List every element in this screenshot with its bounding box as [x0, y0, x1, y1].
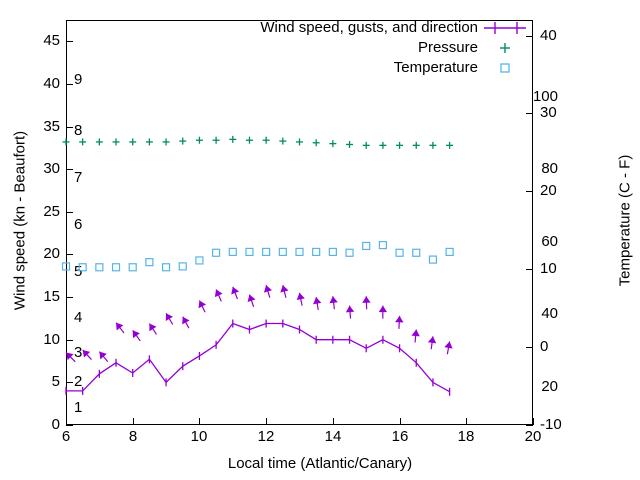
beaufort-label: 7 — [74, 169, 83, 186]
y-tick-label-right: 30 — [540, 104, 557, 121]
x-tick — [333, 418, 334, 425]
y-axis-title-right: Temperature (C - F) — [616, 154, 634, 287]
x-tick-label: 6 — [61, 428, 71, 445]
legend-label-pressure: Pressure — [417, 39, 478, 56]
x-tick-label: 14 — [324, 428, 342, 445]
y-tick-right — [526, 347, 533, 348]
y-tick-label-left: 25 — [43, 203, 60, 220]
y-tick-right — [526, 191, 533, 192]
y-tick-left — [66, 212, 73, 213]
y-tick-label-left: 20 — [43, 245, 60, 262]
beaufort-label: 9 — [74, 71, 83, 88]
x-tick-label: 20 — [524, 428, 542, 445]
y-tick-left — [66, 297, 73, 298]
y-tick-label-left: 10 — [43, 331, 60, 348]
legend-item-temperature: Temperature — [230, 58, 530, 78]
y-tick-label-left: 5 — [51, 373, 60, 390]
plot-area — [66, 20, 533, 425]
x-tick — [66, 418, 67, 425]
y-tick-label-left: 45 — [43, 32, 60, 49]
x-tick-label: 8 — [128, 428, 138, 445]
y-tick-left — [66, 340, 73, 341]
beaufort-label: 5 — [74, 263, 83, 280]
y-tick-left — [66, 254, 73, 255]
legend-item-wind: Wind speed, gusts, and direction — [230, 18, 530, 38]
y-tick-label-left: 40 — [43, 75, 60, 92]
y-tick-label-left: 0 — [51, 416, 60, 433]
y-tick-left — [66, 425, 73, 426]
y-tick-right — [526, 425, 533, 426]
legend-label-wind: Wind speed, gusts, and direction — [260, 19, 478, 36]
pressure-scale-label: 60 — [541, 233, 558, 250]
legend-marker-temperature-icon — [482, 58, 528, 78]
y-tick-right — [526, 113, 533, 114]
x-tick — [133, 418, 134, 425]
y-tick-label-left: 15 — [43, 288, 60, 305]
y-tick-label-right: 20 — [540, 182, 557, 199]
beaufort-label: 8 — [74, 122, 83, 139]
y-tick-label-right: 10 — [540, 260, 557, 277]
x-tick — [199, 418, 200, 425]
chart-legend: Wind speed, gusts, and direction Pressur… — [230, 18, 530, 78]
y-tick-left — [66, 127, 73, 128]
beaufort-label: 4 — [74, 309, 83, 326]
y-tick-label-right: -10 — [540, 416, 562, 433]
x-tick — [400, 418, 401, 425]
legend-marker-pressure-icon — [482, 38, 528, 58]
y-tick-left — [66, 382, 73, 383]
x-tick — [266, 418, 267, 425]
y-tick-left — [66, 41, 73, 42]
beaufort-label: 6 — [74, 216, 83, 233]
x-tick — [466, 418, 467, 425]
y-tick-label-right: 0 — [540, 338, 549, 355]
pressure-scale-label: 80 — [541, 160, 558, 177]
x-tick-label: 16 — [391, 428, 409, 445]
x-tick-label: 18 — [457, 428, 475, 445]
x-axis-title: Local time (Atlantic/Canary) — [227, 455, 413, 472]
y-tick-label-left: 35 — [43, 118, 60, 135]
legend-marker-wind-icon — [482, 18, 528, 38]
pressure-scale-label: 40 — [541, 305, 558, 322]
beaufort-label: 2 — [74, 373, 83, 390]
x-tick-label: 10 — [190, 428, 208, 445]
beaufort-label: 1 — [74, 399, 83, 416]
x-tick — [533, 418, 534, 425]
x-tick-label: 12 — [257, 428, 275, 445]
y-tick-right — [526, 269, 533, 270]
pressure-scale-label: 100 — [532, 88, 558, 105]
y-tick-label-right: 40 — [540, 27, 557, 44]
legend-label-temperature: Temperature — [393, 59, 478, 76]
y-tick-left — [66, 169, 73, 170]
y-tick-label-left: 30 — [43, 160, 60, 177]
y-tick-left — [66, 84, 73, 85]
legend-item-pressure: Pressure — [230, 38, 530, 58]
beaufort-label: 3 — [74, 344, 83, 361]
pressure-scale-label: 20 — [541, 378, 558, 395]
y-tick-right — [526, 36, 533, 37]
